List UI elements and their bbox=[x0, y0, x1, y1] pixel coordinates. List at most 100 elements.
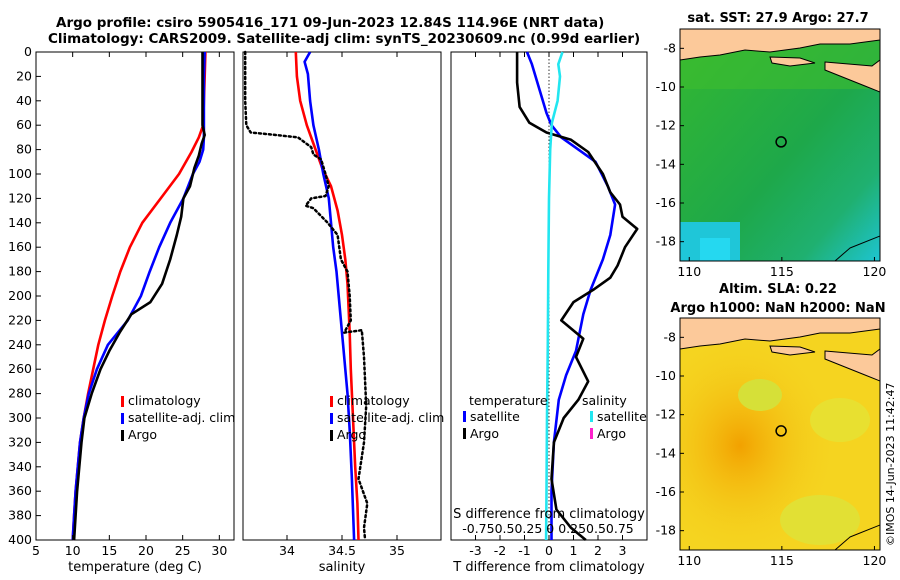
y-tick-label: 80 bbox=[16, 142, 32, 157]
series-line-t-satellite bbox=[525, 51, 617, 540]
map-y-tick-label: -14 bbox=[656, 445, 676, 460]
sla-map-subtitle: Argo h1000: NaN h2000: NaN bbox=[670, 301, 885, 316]
y-tick-label: 280 bbox=[8, 386, 32, 401]
legend-t-satellite: satellite bbox=[470, 409, 520, 424]
map-y-tick-label: -8 bbox=[664, 40, 677, 55]
y-tick-label: 260 bbox=[8, 361, 32, 376]
y-tick-label: 220 bbox=[8, 312, 32, 327]
sla-map-frame bbox=[679, 317, 881, 551]
island-bali bbox=[769, 56, 816, 67]
legend-t-argo: Argo bbox=[470, 426, 499, 441]
y-tick-label: 0 bbox=[24, 44, 32, 59]
legend-swatch-climatology bbox=[330, 396, 333, 407]
argo-location-marker bbox=[775, 136, 787, 148]
y-tick-label: 200 bbox=[8, 288, 32, 303]
series-line-t-argo bbox=[515, 52, 639, 542]
legend-salinity-title: salinity bbox=[582, 393, 627, 408]
legend-climatology: climatology bbox=[337, 393, 410, 408]
x-tick-label: 2 bbox=[594, 543, 602, 558]
map-y-tick-label: -10 bbox=[656, 368, 676, 383]
sst-map-title: sat. SST: 27.9 Argo: 27.7 bbox=[687, 11, 868, 26]
x-tick-label: 10 bbox=[65, 543, 81, 558]
series-line-s-satellite bbox=[544, 51, 564, 541]
y-tick-label: 40 bbox=[16, 93, 32, 108]
legend-argo: Argo bbox=[337, 427, 366, 442]
x-tick-label: 20 bbox=[138, 543, 154, 558]
x-tick-label: 1 bbox=[570, 543, 578, 558]
map-y-tick-label: -16 bbox=[656, 195, 676, 210]
salinity-legend: climatology satellite-adj. clim Argo bbox=[330, 393, 444, 442]
sst-cool-patch-2 bbox=[700, 238, 730, 261]
map-y-tick-label: -8 bbox=[664, 329, 677, 344]
sla-patch bbox=[810, 398, 870, 442]
sla-low-patch bbox=[738, 379, 782, 411]
y-tick-label: 20 bbox=[16, 68, 32, 83]
x-tick-label: 5 bbox=[32, 543, 40, 558]
sla-map: Altim. SLA: 0.22 Argo h1000: NaN h2000: … bbox=[656, 282, 887, 568]
y-tick-label: 300 bbox=[8, 410, 32, 425]
legend-s-satellite: satellite bbox=[597, 409, 647, 424]
temperature-xlabel: temperature (deg C) bbox=[68, 560, 202, 575]
imos-timestamp: ©IMOS 14-Jun-2023 11:42:47 bbox=[884, 382, 897, 546]
x-tick-label: -1 bbox=[518, 543, 530, 558]
series-line-argo bbox=[243, 50, 369, 542]
legend-temperature-title: temperature bbox=[469, 393, 548, 408]
legend-swatch-s-satellite bbox=[590, 411, 593, 422]
series-line-climatology bbox=[294, 51, 360, 541]
salinity-axes-frame bbox=[242, 51, 442, 541]
s-difference-tick-labels: -0.750.50.25 0 0.250.50.75 bbox=[462, 521, 634, 536]
series-line-satellite-adj-clim bbox=[303, 51, 356, 541]
island-lombok bbox=[824, 59, 880, 93]
map-x-tick-label: 120 bbox=[863, 553, 887, 568]
legend-swatch-satellite bbox=[330, 413, 333, 424]
map-x-tick-label: 120 bbox=[863, 264, 887, 279]
sla-map-title: Altim. SLA: 0.22 bbox=[719, 282, 837, 297]
x-tick-label: 3 bbox=[619, 543, 627, 558]
legend-swatch-argo bbox=[330, 430, 333, 441]
map-x-tick-label: 115 bbox=[770, 553, 794, 568]
x-tick-label: 34.5 bbox=[328, 543, 356, 558]
legend-argo: Argo bbox=[128, 427, 157, 442]
legend-swatch-t-satellite bbox=[463, 411, 466, 422]
legend-climatology: climatology bbox=[128, 393, 201, 408]
legend-s-argo: Argo bbox=[597, 426, 626, 441]
legend-swatch-satellite bbox=[121, 413, 124, 424]
sst-map: sat. SST: 27.9 Argo: 27.7 110 115 120 -8 -10… bbox=[656, 11, 887, 279]
y-tick-label: 360 bbox=[8, 483, 32, 498]
plot-title-line2: Climatology: CARS2009. Satellite-adj cli… bbox=[48, 31, 641, 47]
y-tick-label: 320 bbox=[8, 434, 32, 449]
salinity-xlabel: salinity bbox=[319, 560, 366, 575]
legend-swatch-t-argo bbox=[463, 428, 466, 439]
plot-title-line1: Argo profile: csiro 5905416_171 09-Jun-2… bbox=[56, 15, 605, 31]
y-tick-label: 140 bbox=[8, 215, 32, 230]
salinity-panel: 34 34.5 35 salinity climatology satellite-… bbox=[242, 50, 444, 575]
y-tick-label: 180 bbox=[8, 264, 32, 279]
legend-swatch-s-argo bbox=[590, 428, 593, 439]
difference-panel: -3 -2 -1 0 1 2 3 T difference from climatology… bbox=[450, 51, 648, 575]
sla-patch-2 bbox=[780, 495, 860, 545]
x-tick-label: 25 bbox=[175, 543, 191, 558]
legend-satellite: satellite-adj. clim bbox=[337, 410, 444, 425]
argo-location-marker bbox=[775, 425, 787, 437]
x-tick-label: 15 bbox=[101, 543, 117, 558]
x-tick-label: -2 bbox=[494, 543, 506, 558]
java-coast bbox=[680, 29, 880, 61]
legend-swatch-argo bbox=[121, 430, 124, 441]
difference-legend: temperature satellite Argo salinity sate… bbox=[463, 393, 647, 441]
y-tick-label: 240 bbox=[8, 337, 32, 352]
map-y-tick-label: -10 bbox=[656, 79, 676, 94]
map-y-tick-label: -14 bbox=[656, 156, 676, 171]
australia-coast bbox=[834, 235, 880, 261]
map-y-tick-label: -12 bbox=[656, 407, 676, 422]
x-tick-label: 34 bbox=[279, 543, 295, 558]
legend-satellite: satellite-adj. clim bbox=[128, 410, 235, 425]
x-tick-label: 30 bbox=[211, 543, 227, 558]
legend-swatch-climatology bbox=[121, 396, 124, 407]
temperature-legend: climatology satellite-adj. clim Argo bbox=[121, 393, 235, 442]
island-bali bbox=[769, 345, 816, 356]
map-y-tick-label: -18 bbox=[656, 234, 676, 249]
y-tick-label: 120 bbox=[8, 190, 32, 205]
y-tick-label: 100 bbox=[8, 166, 32, 181]
s-difference-label: S difference from climatology bbox=[453, 507, 645, 522]
